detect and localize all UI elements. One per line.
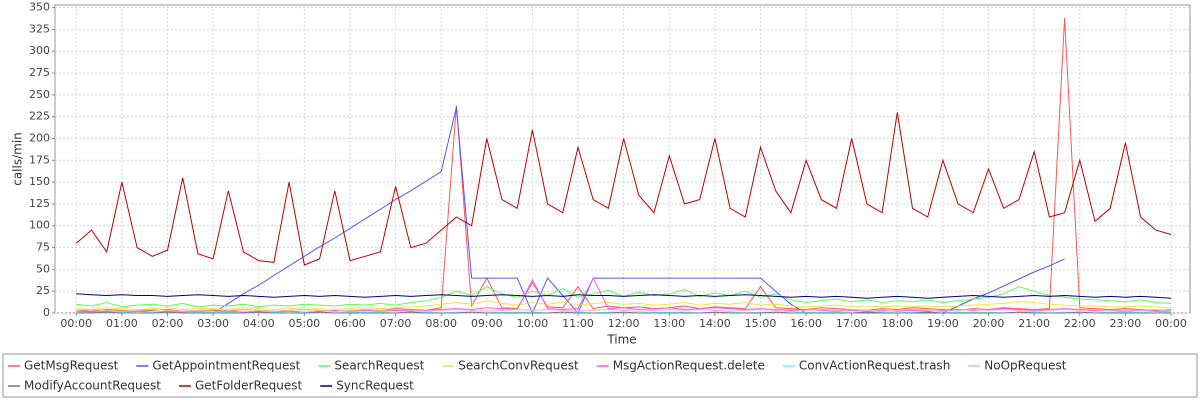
series-line xyxy=(76,276,1171,313)
legend-label: ConvActionRequest.trash xyxy=(799,359,950,373)
y-tick-label: 150 xyxy=(29,175,50,188)
series-line xyxy=(76,293,1172,299)
y-tick-label: 200 xyxy=(29,131,50,144)
x-tick-label: 16:00 xyxy=(790,317,822,330)
legend-label: GetFolderRequest xyxy=(195,379,303,393)
x-tick-label: 22:00 xyxy=(1064,317,1096,330)
y-tick-label: 50 xyxy=(36,262,50,275)
legend-label: ModifyAccountRequest xyxy=(24,379,161,393)
plot-area xyxy=(54,4,1191,314)
y-tick-label: 175 xyxy=(29,153,50,166)
x-tick-label: 02:00 xyxy=(152,317,184,330)
x-tick-label: 23:00 xyxy=(1110,317,1142,330)
series-line xyxy=(212,106,1065,315)
legend xyxy=(2,353,1198,398)
x-tick-label: 19:00 xyxy=(927,317,959,330)
x-tick-label: 06:00 xyxy=(334,317,366,330)
x-tick-label: 00:00 xyxy=(1155,317,1187,330)
x-tick-label: 03:00 xyxy=(197,317,229,330)
x-tick-label: 04:00 xyxy=(243,317,275,330)
legend-label: GetAppointmentRequest xyxy=(152,359,300,373)
y-tick-label: 25 xyxy=(36,284,50,297)
x-tick-label: 10:00 xyxy=(517,317,549,330)
x-tick-label: 11:00 xyxy=(562,317,594,330)
y-tick-label: 225 xyxy=(29,110,50,123)
x-tick-label: 13:00 xyxy=(653,317,685,330)
series-line xyxy=(75,112,1172,266)
legend-label: SearchRequest xyxy=(334,359,424,373)
x-tick-label: 05:00 xyxy=(288,317,320,330)
x-tick-label: 18:00 xyxy=(881,317,913,330)
y-tick-label: 250 xyxy=(29,88,50,101)
x-tick-label: 01:00 xyxy=(106,317,138,330)
legend-label: SearchConvRequest xyxy=(458,359,579,373)
x-tick-label: 21:00 xyxy=(1018,317,1050,330)
legend-label: GetMsgRequest xyxy=(24,359,119,373)
y-tick-label: 300 xyxy=(29,44,50,57)
x-tick-label: 14:00 xyxy=(699,317,731,330)
legend-label: MsgActionRequest.delete xyxy=(613,359,765,373)
series-line xyxy=(76,308,1172,312)
x-tick-label: 09:00 xyxy=(471,317,503,330)
y-axis-label: calls/min xyxy=(11,132,25,186)
x-tick-label: 15:00 xyxy=(745,317,777,330)
x-axis-label: Time xyxy=(606,333,636,347)
x-tick-label: 20:00 xyxy=(973,317,1005,330)
y-tick-label: 125 xyxy=(29,197,50,210)
x-tick-label: 00:00 xyxy=(60,317,92,330)
y-tick-label: 275 xyxy=(29,66,50,79)
legend-label: SyncRequest xyxy=(336,379,414,393)
legend-label: NoOpRequest xyxy=(984,359,1066,373)
x-tick-label: 08:00 xyxy=(425,317,457,330)
y-tick-label: 100 xyxy=(29,219,50,232)
x-tick-label: 07:00 xyxy=(380,317,412,330)
y-tick-label: 350 xyxy=(29,1,50,14)
x-tick-label: 17:00 xyxy=(836,317,868,330)
x-tick-label: 12:00 xyxy=(608,317,640,330)
series-line xyxy=(76,311,1171,314)
series-line xyxy=(76,300,1172,311)
y-tick-label: 75 xyxy=(36,241,50,254)
y-tick-label: 0 xyxy=(43,306,50,319)
y-tick-label: 325 xyxy=(29,22,50,35)
